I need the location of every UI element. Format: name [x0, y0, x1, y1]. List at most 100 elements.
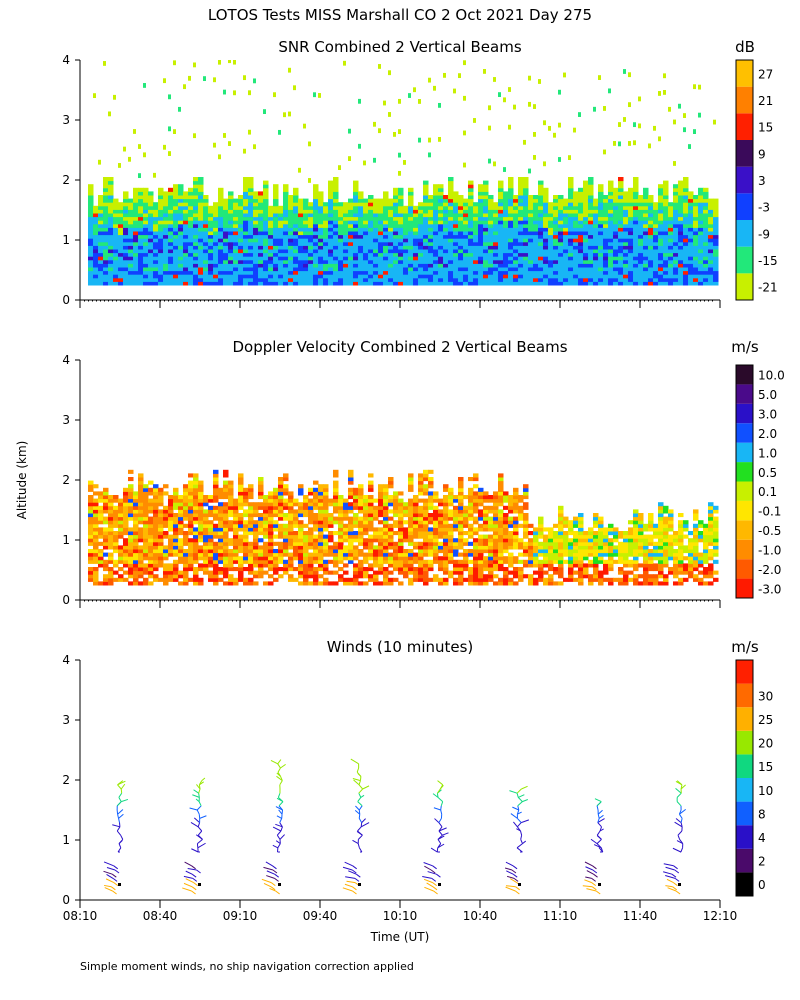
snr-cell	[478, 252, 484, 257]
doppler-cell	[88, 534, 94, 539]
doppler-cell	[183, 567, 189, 572]
doppler-cell	[328, 549, 334, 554]
snr-cell	[103, 195, 109, 200]
snr-cell	[253, 220, 259, 225]
snr-cell	[208, 252, 214, 257]
snr-cell	[683, 191, 689, 196]
doppler-cell	[258, 513, 264, 518]
snr-cell	[528, 168, 531, 174]
doppler-cell	[158, 527, 164, 532]
snr-cell	[523, 259, 529, 264]
snr-cell	[713, 245, 719, 250]
snr-cell	[688, 274, 694, 279]
snr-cell	[358, 220, 364, 225]
snr-cell	[323, 241, 329, 246]
snr-cell	[543, 223, 549, 228]
doppler-cell	[278, 516, 284, 521]
doppler-cell	[88, 577, 94, 582]
snr-cell	[143, 220, 149, 225]
doppler-cell	[198, 491, 204, 496]
snr-cell	[703, 195, 709, 200]
doppler-cell	[398, 559, 404, 564]
doppler-cell	[358, 502, 364, 507]
doppler-cell	[413, 545, 419, 550]
snr-cell	[503, 245, 509, 250]
doppler-cell	[418, 570, 424, 575]
snr-cell	[133, 205, 139, 210]
snr-cell	[293, 85, 296, 91]
snr-cell	[153, 281, 159, 286]
snr-cell	[323, 249, 329, 254]
snr-cell	[328, 180, 334, 185]
doppler-cell	[113, 513, 119, 518]
snr-cell	[233, 209, 239, 214]
snr-cell	[628, 245, 634, 250]
doppler-cell	[168, 523, 174, 528]
snr-cell	[143, 227, 149, 232]
snr-cell	[538, 249, 544, 254]
snr-cell	[393, 281, 399, 286]
doppler-cell	[223, 531, 229, 536]
snr-cell	[523, 245, 529, 250]
snr-cell	[423, 281, 429, 286]
doppler-cell	[293, 534, 299, 539]
snr-cell	[503, 238, 509, 243]
snr-cell	[163, 227, 169, 232]
snr-cell	[468, 187, 474, 192]
snr-cell	[188, 213, 194, 218]
snr-cell	[558, 252, 564, 257]
doppler-cell	[198, 523, 204, 528]
snr-cell	[138, 195, 144, 200]
snr-cell	[293, 256, 299, 261]
doppler-cell	[88, 567, 94, 572]
doppler-cell	[238, 538, 244, 543]
snr-cell	[613, 187, 619, 192]
snr-cell	[128, 256, 134, 261]
snr-cell	[163, 231, 169, 236]
doppler-cell	[218, 513, 224, 518]
doppler-cell	[328, 570, 334, 575]
snr-cell	[688, 231, 694, 236]
snr-cell	[423, 216, 429, 221]
snr-cell	[528, 75, 531, 81]
snr-cell	[508, 267, 514, 272]
doppler-cell	[123, 563, 129, 568]
snr-cell	[653, 202, 659, 207]
doppler-cell	[263, 541, 269, 546]
doppler-cell	[123, 545, 129, 550]
doppler-cell	[368, 538, 374, 543]
doppler-cell	[223, 520, 229, 525]
snr-cell	[573, 249, 579, 254]
snr-cell	[233, 274, 239, 279]
doppler-cell	[273, 527, 279, 532]
doppler-cell	[203, 556, 209, 561]
doppler-cell	[343, 545, 349, 550]
doppler-cell	[118, 516, 124, 521]
doppler-cell	[233, 559, 239, 564]
snr-cell	[608, 184, 614, 189]
snr-cell	[653, 227, 659, 232]
snr-cell	[523, 139, 526, 145]
doppler-cell	[343, 556, 349, 561]
snr-cell	[633, 122, 636, 128]
doppler-cell	[408, 520, 414, 525]
snr-cell	[703, 191, 709, 196]
snr-cell	[368, 238, 374, 243]
doppler-cell	[153, 577, 159, 582]
doppler-cell	[408, 502, 414, 507]
snr-cell	[578, 252, 584, 257]
doppler-cell	[348, 577, 354, 582]
doppler-cell	[303, 502, 309, 507]
doppler-cell	[193, 577, 199, 582]
snr-cell	[483, 191, 489, 196]
snr-cell	[558, 198, 564, 203]
snr-cell	[488, 227, 494, 232]
snr-cell	[123, 238, 129, 243]
snr-cell	[388, 259, 394, 264]
snr-cell	[358, 202, 364, 207]
snr-cell	[708, 263, 714, 268]
doppler-cell	[413, 505, 419, 510]
snr-cell	[398, 259, 404, 264]
snr-cell	[498, 281, 504, 286]
snr-cell	[98, 274, 104, 279]
